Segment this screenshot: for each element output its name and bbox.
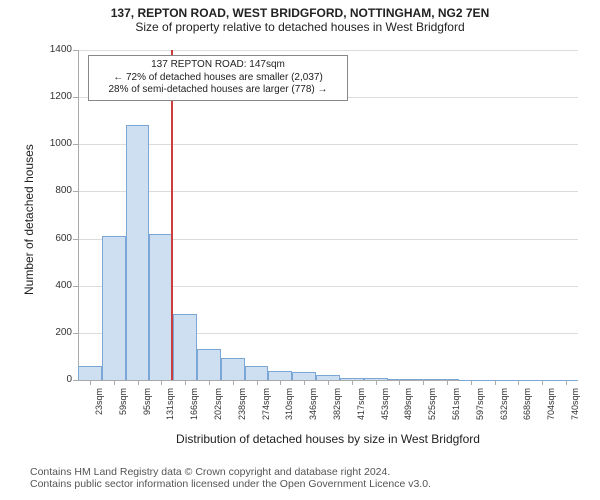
x-tick: [376, 380, 377, 385]
x-tick: [280, 380, 281, 385]
histogram-chart: 0 200 400 600 800 1000 1200 1400 23sqm 59sqm 95sqm…: [0, 0, 600, 500]
x-tick-label: 525sqm: [427, 388, 437, 438]
footer-line-2: Contains public sector information licen…: [30, 478, 431, 490]
y-tick-label: 800: [34, 185, 72, 196]
x-tick-label: 489sqm: [403, 388, 413, 438]
y-axis-line: [78, 50, 79, 380]
histogram-bar: [292, 372, 316, 380]
x-tick: [185, 380, 186, 385]
x-tick-label: 274sqm: [261, 388, 271, 438]
histogram-bar: [197, 349, 221, 380]
x-tick-label: 166sqm: [189, 388, 199, 438]
x-tick-label: 561sqm: [451, 388, 461, 438]
x-tick: [328, 380, 329, 385]
y-gridline: [78, 144, 578, 145]
x-tick: [90, 380, 91, 385]
y-tick-label: 600: [34, 233, 72, 244]
x-tick: [233, 380, 234, 385]
annotation-box: 137 REPTON ROAD: 147sqm← 72% of detached…: [88, 55, 348, 101]
x-tick: [209, 380, 210, 385]
x-tick-label: 417sqm: [356, 388, 366, 438]
x-tick-label: 202sqm: [213, 388, 223, 438]
x-tick: [399, 380, 400, 385]
y-axis-label: Number of detached houses: [22, 144, 36, 295]
footer-line-1: Contains HM Land Registry data © Crown c…: [30, 466, 431, 478]
histogram-bar: [245, 366, 269, 380]
x-tick-label: 597sqm: [475, 388, 485, 438]
x-tick-label: 740sqm: [570, 388, 580, 438]
x-tick-label: 382sqm: [332, 388, 342, 438]
y-tick-label: 1400: [34, 44, 72, 55]
x-tick: [161, 380, 162, 385]
y-tick-label: 1200: [34, 91, 72, 102]
histogram-bar: [102, 236, 126, 380]
y-tick-label: 200: [34, 327, 72, 338]
x-tick-label: 59sqm: [118, 388, 128, 438]
x-tick: [114, 380, 115, 385]
x-axis-label: Distribution of detached houses by size …: [78, 432, 578, 446]
x-tick: [542, 380, 543, 385]
x-tick-label: 453sqm: [380, 388, 390, 438]
x-tick-label: 668sqm: [522, 388, 532, 438]
x-tick: [257, 380, 258, 385]
annotation-line: ← 72% of detached houses are smaller (2,…: [95, 72, 341, 85]
histogram-bar: [268, 371, 292, 380]
x-tick: [352, 380, 353, 385]
annotation-line: 28% of semi-detached houses are larger (…: [95, 84, 341, 97]
x-tick: [447, 380, 448, 385]
x-tick: [471, 380, 472, 385]
x-tick: [566, 380, 567, 385]
x-tick-label: 632sqm: [499, 388, 509, 438]
histogram-bar: [173, 314, 197, 380]
histogram-bar: [78, 366, 102, 380]
x-tick: [518, 380, 519, 385]
x-tick: [423, 380, 424, 385]
y-tick-label: 0: [34, 374, 72, 385]
x-tick: [495, 380, 496, 385]
x-tick-label: 704sqm: [546, 388, 556, 438]
x-tick-label: 346sqm: [308, 388, 318, 438]
x-tick-label: 310sqm: [284, 388, 294, 438]
x-tick-label: 23sqm: [94, 388, 104, 438]
histogram-bar: [126, 125, 150, 380]
x-tick-label: 95sqm: [142, 388, 152, 438]
y-gridline: [78, 191, 578, 192]
y-tick-label: 400: [34, 280, 72, 291]
histogram-bar: [221, 358, 245, 380]
x-tick-label: 238sqm: [237, 388, 247, 438]
x-tick: [138, 380, 139, 385]
y-tick-label: 1000: [34, 138, 72, 149]
annotation-line: 137 REPTON ROAD: 147sqm: [95, 59, 341, 72]
x-tick: [304, 380, 305, 385]
histogram-bar: [149, 234, 173, 380]
x-tick-label: 131sqm: [165, 388, 175, 438]
y-gridline: [78, 50, 578, 51]
